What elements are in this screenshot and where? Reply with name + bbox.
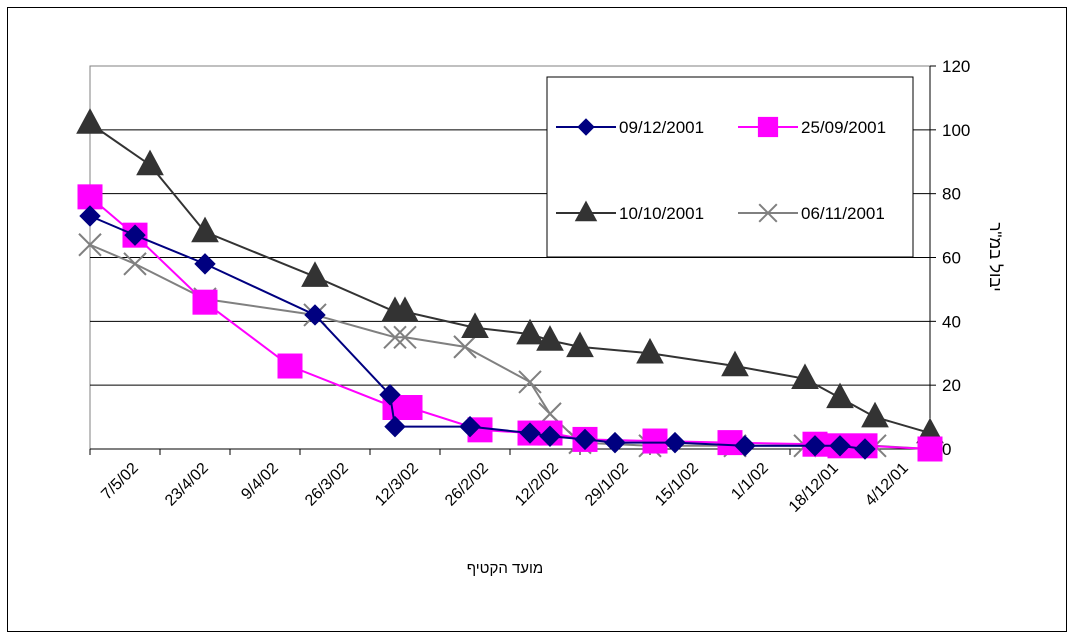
data-point — [664, 431, 686, 454]
y-tick-label: 100 — [942, 121, 970, 140]
data-point — [304, 304, 326, 326]
data-point — [459, 415, 481, 438]
data-point — [604, 431, 626, 454]
data-point — [518, 370, 542, 394]
data-point — [574, 428, 596, 451]
data-point — [136, 149, 164, 176]
data-point — [539, 425, 561, 447]
data-point — [642, 428, 668, 454]
data-point — [77, 184, 103, 210]
data-point — [861, 401, 889, 428]
data-point — [393, 325, 417, 349]
legend-marker — [577, 118, 595, 136]
data-point — [721, 350, 749, 377]
legend-box — [546, 76, 914, 258]
series-layer — [76, 108, 944, 462]
series-line — [89, 215, 866, 450]
data-point — [734, 435, 756, 457]
data-point — [566, 331, 594, 358]
y-axis-title: יבול במ"ר — [986, 222, 1005, 291]
data-point — [383, 325, 407, 349]
data-point — [79, 205, 101, 227]
data-point — [826, 382, 854, 409]
data-point — [519, 422, 541, 444]
data-point — [636, 337, 664, 364]
data-point — [123, 252, 147, 276]
y-tick-label: 40 — [942, 312, 961, 331]
legend: 09/12/2001 25/09/2001 10/10/2001 06/11/2001 — [546, 76, 914, 258]
legend-entry: 10/10/2001 — [556, 200, 704, 223]
y-tick-label: 0 — [942, 440, 951, 459]
data-point — [516, 318, 544, 345]
data-point — [461, 312, 489, 338]
data-point — [536, 325, 564, 351]
legend-entry: 09/12/2001 — [556, 118, 704, 137]
data-point — [397, 395, 423, 421]
data-point — [76, 108, 104, 134]
data-point — [804, 435, 826, 457]
y-tick-label: 80 — [942, 185, 961, 204]
data-point — [124, 224, 146, 246]
y-tick-label: 60 — [942, 249, 961, 268]
legend-entry: 06/11/2001 — [738, 203, 885, 223]
x-axis-title: מועד הקטיף — [467, 560, 544, 577]
data-point — [453, 335, 477, 359]
data-point — [829, 435, 851, 457]
data-point — [384, 415, 406, 438]
data-point — [78, 233, 102, 257]
legend-marker — [757, 116, 779, 138]
legend-marker — [574, 200, 598, 222]
legend-marker — [758, 203, 778, 223]
legend-label: 06/11/2001 — [801, 204, 885, 223]
series-10/10/2001 — [76, 108, 944, 444]
series-09/12/2001 — [79, 205, 876, 460]
legend-label: 10/10/2001 — [619, 204, 704, 223]
legend-label: 09/12/2001 — [619, 118, 704, 137]
data-point — [192, 289, 218, 315]
data-point — [194, 253, 216, 275]
data-point — [277, 353, 303, 379]
y-tick-label: 120 — [942, 57, 970, 76]
legend-label: 25/09/2001 — [801, 118, 886, 137]
data-point — [791, 363, 819, 390]
data-point — [391, 296, 419, 323]
y-tick-label: 20 — [942, 376, 961, 395]
data-point — [379, 384, 401, 406]
data-point — [917, 436, 943, 462]
data-point — [191, 216, 219, 243]
legend-entry: 25/09/2001 — [738, 116, 886, 138]
data-point — [854, 438, 876, 460]
data-point — [301, 261, 329, 287]
